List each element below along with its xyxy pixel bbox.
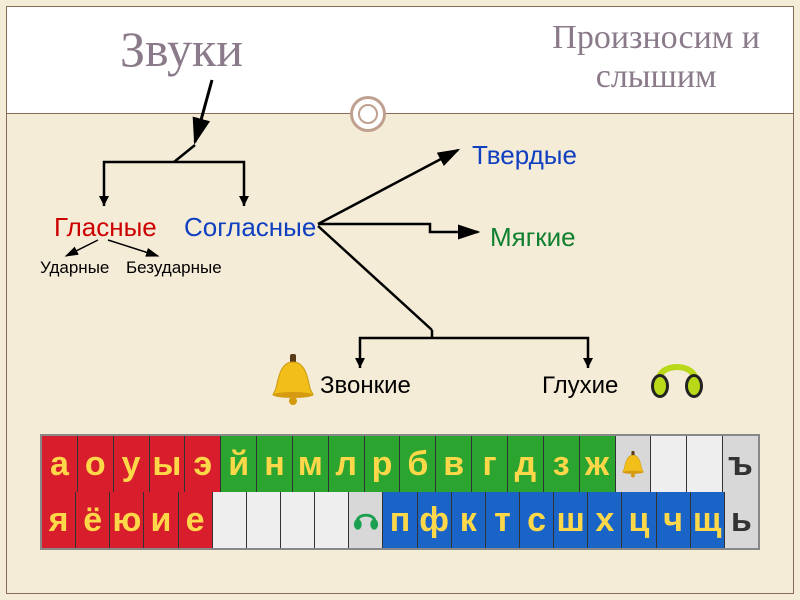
node-myagkie: Мягкие (490, 222, 576, 253)
letter-cell (213, 492, 247, 548)
letter-cell: к (452, 492, 486, 548)
letter-cell: з (544, 436, 580, 492)
letter-cell: р (365, 436, 401, 492)
node-udarnye: Ударные (40, 258, 109, 278)
letter-cell: ы (150, 436, 186, 492)
node-zvonkie: Звонкие (320, 372, 411, 400)
letter-cell: б (400, 436, 436, 492)
letter-cell (349, 492, 383, 548)
letter-cell: ф (418, 492, 452, 548)
node-tverdye: Твердые (472, 140, 577, 171)
letter-cell: ц (622, 492, 656, 548)
headphones-icon (648, 352, 706, 407)
letter-cell: ч (657, 492, 691, 548)
letter-cell: т (486, 492, 520, 548)
circle-accent (350, 96, 386, 132)
letter-cell (315, 492, 349, 548)
letter-cell: ё (76, 492, 110, 548)
letter-cell: н (257, 436, 293, 492)
letter-cell: й (221, 436, 257, 492)
node-glukhie: Глухие (542, 372, 618, 400)
letter-cell: в (436, 436, 472, 492)
letter-cell: п (383, 492, 417, 548)
letter-table: аоуыэйнмлрбвгдзж ъ яёюие пфктсшхцчщь (40, 434, 760, 550)
letter-cell: я (42, 492, 76, 548)
letter-cell (687, 436, 723, 492)
letter-cell (247, 492, 281, 548)
subtitle-line2: слышим (596, 58, 717, 95)
letter-cell: ъ (723, 436, 758, 492)
letter-cell: ш (554, 492, 588, 548)
letter-cell (281, 492, 315, 548)
letter-cell: э (185, 436, 221, 492)
title: Звуки (120, 20, 243, 78)
letter-cell: щ (691, 492, 725, 548)
letter-cell: м (293, 436, 329, 492)
subtitle: Произносим и слышим (552, 18, 760, 96)
letter-cell: д (508, 436, 544, 492)
letter-cell: г (472, 436, 508, 492)
table-row-1: аоуыэйнмлрбвгдзж ъ (42, 436, 758, 492)
letter-cell: и (144, 492, 178, 548)
letter-cell: ь (725, 492, 758, 548)
letter-cell: ж (580, 436, 616, 492)
letter-cell: с (520, 492, 554, 548)
table-row-2: яёюие пфктсшхцчщь (42, 492, 758, 548)
letter-cell: е (179, 492, 213, 548)
letter-cell: о (78, 436, 114, 492)
bell-icon (270, 352, 316, 411)
subtitle-line1: Произносим и (552, 19, 760, 56)
node-bezudarnye: Безударные (126, 258, 222, 278)
letter-cell: а (42, 436, 78, 492)
letter-cell: л (329, 436, 365, 492)
letter-cell: х (588, 492, 622, 548)
node-soglasnye: Согласные (184, 212, 316, 243)
letter-cell: у (114, 436, 150, 492)
letter-cell (651, 436, 687, 492)
node-glasnye: Гласные (54, 212, 157, 243)
letter-cell (616, 436, 652, 492)
letter-cell: ю (110, 492, 144, 548)
